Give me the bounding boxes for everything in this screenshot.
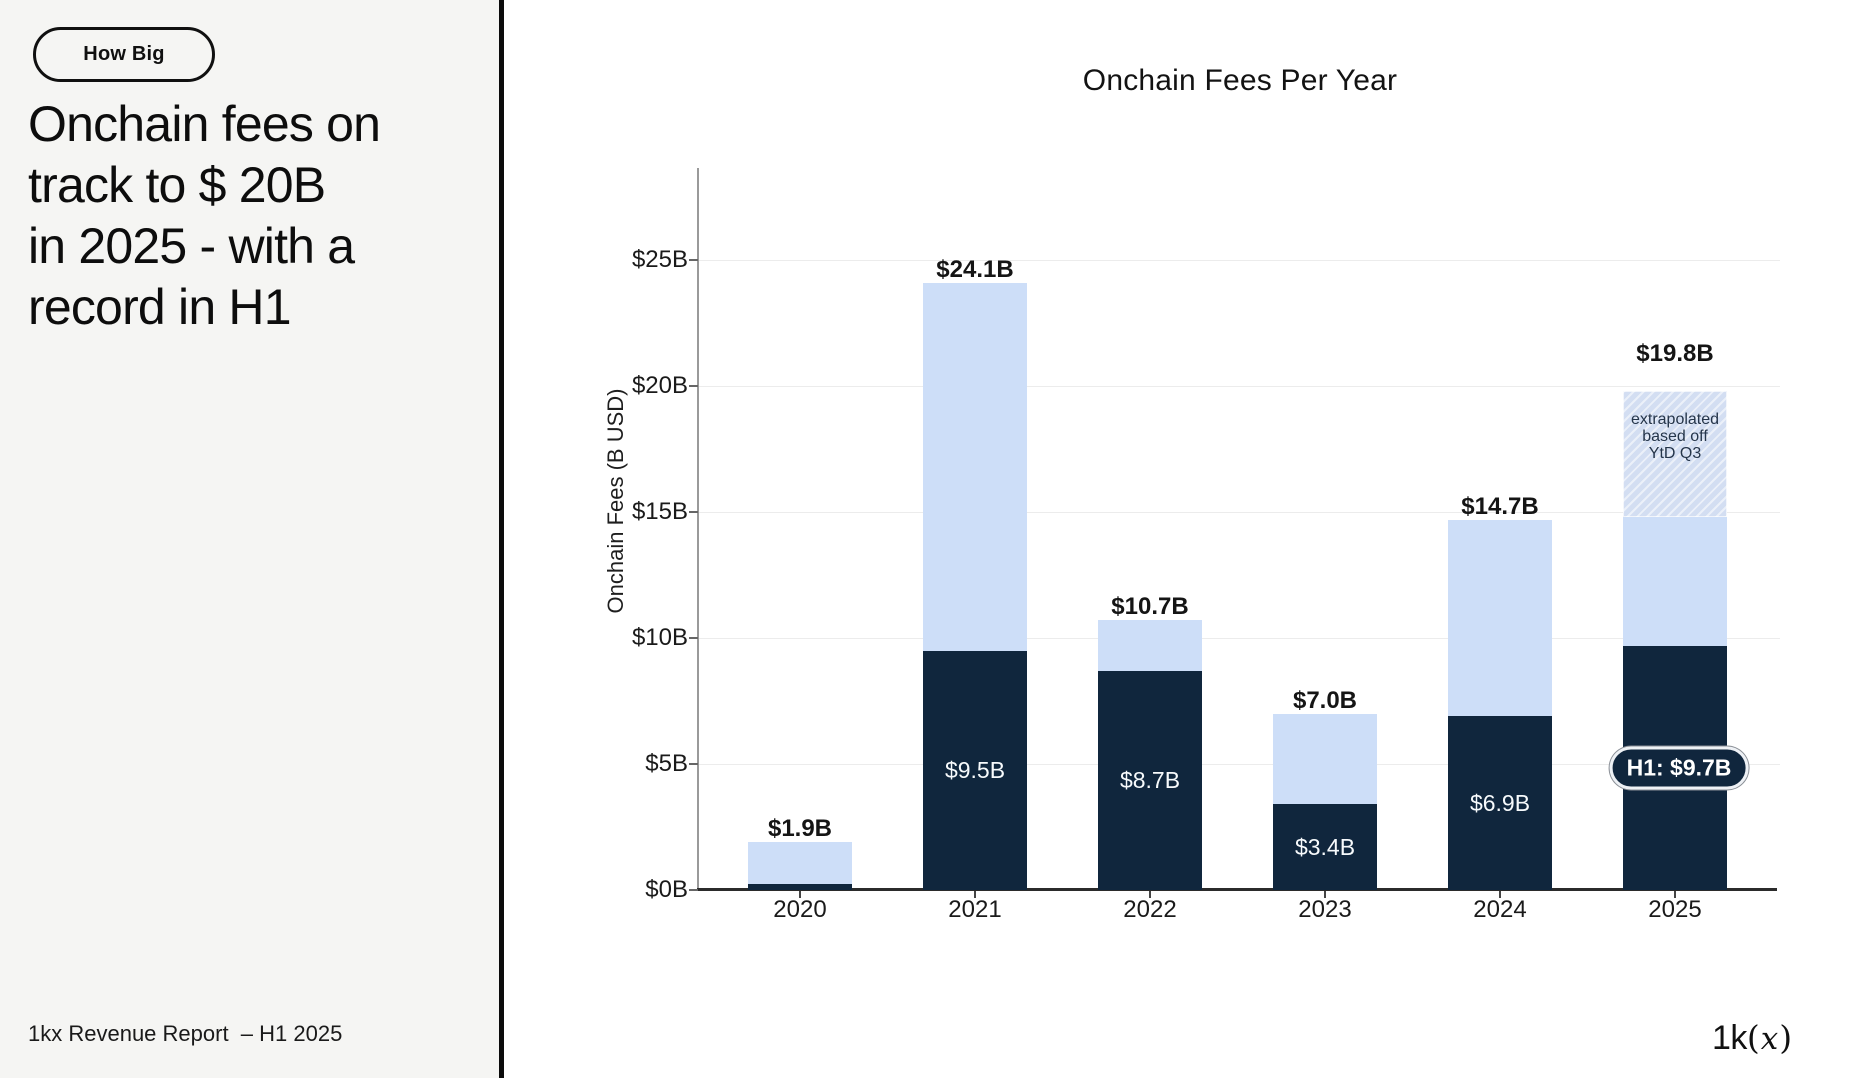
- y-tick-mark-0B: [689, 889, 698, 891]
- logo-1k: 1k: [1712, 1019, 1747, 1057]
- bar-total-label-2023: $7.0B: [1292, 686, 1358, 714]
- vertical-divider: [499, 0, 504, 1078]
- y-tick-mark-20B: [689, 385, 698, 387]
- section-tag-pill: How Big: [33, 27, 215, 82]
- bar-h1-label-2024: $6.9B: [1469, 790, 1531, 817]
- x-tick-mark-2021: [974, 891, 976, 898]
- x-tick-mark-2023: [1324, 891, 1326, 898]
- bar-segment-h2-2025: [1623, 517, 1727, 646]
- y-tick-label-5B: $5B: [645, 750, 688, 777]
- x-tick-label-2020: 2020: [773, 896, 827, 923]
- x-tick-mark-2020: [799, 891, 801, 898]
- gridline-15B: [699, 512, 1780, 513]
- x-tick-label-2023: 2023: [1298, 896, 1352, 923]
- gridline-10B: [699, 638, 1780, 639]
- company-logo: 1k(x): [1712, 1018, 1792, 1058]
- chart-title: Onchain Fees Per Year: [1082, 64, 1398, 97]
- y-tick-label-0B: $0B: [645, 876, 688, 903]
- bar-total-label-2022: $10.7B: [1111, 593, 1189, 621]
- x-tick-label-2025: 2025: [1648, 896, 1702, 923]
- y-tick-label-15B: $15B: [631, 498, 688, 525]
- bar-segment-h1-2021: [923, 650, 1027, 890]
- x-tick-mark-2025: [1674, 891, 1676, 898]
- bar-segment-h2-2021: [923, 282, 1027, 651]
- logo-paren-open: (: [1746, 1018, 1760, 1057]
- bar-total-label-2020: $1.9B: [767, 815, 833, 843]
- bar-segment-h2-2023: [1273, 713, 1377, 805]
- bar-segment-h1-2024: [1448, 716, 1552, 890]
- bar-segment-h2-2020: [748, 842, 852, 884]
- bar-h1-label-2021: $9.5B: [944, 757, 1006, 784]
- bar-segment-h1-2023: [1273, 804, 1377, 890]
- x-tick-label-2024: 2024: [1473, 896, 1527, 923]
- h1-value-pill: H1: $9.7B: [1609, 746, 1749, 790]
- y-tick-label-10B: $10B: [631, 624, 688, 651]
- x-axis-line: [697, 888, 1777, 891]
- bar-h1-label-2022: $8.7B: [1119, 767, 1181, 794]
- bar-segment-h2-2022: [1098, 620, 1202, 671]
- bar-segment-h1-2020: [748, 883, 852, 890]
- bar-h1-label-2023: $3.4B: [1294, 834, 1356, 861]
- sidebar: How Big Onchain fees on track to $ 20B i…: [0, 0, 499, 1078]
- y-tick-mark-15B: [689, 511, 698, 513]
- gridline-5B: [699, 764, 1780, 765]
- logo-x: x: [1760, 1021, 1779, 1057]
- section-tag-label: How Big: [83, 43, 165, 65]
- y-tick-mark-10B: [689, 637, 698, 639]
- bar-total-label-2025: $19.8B: [1636, 340, 1714, 368]
- bar-total-label-2024: $14.7B: [1461, 492, 1539, 520]
- gridline-25B: [699, 260, 1780, 261]
- bar-total-label-2021: $24.1B: [936, 255, 1014, 283]
- y-tick-label-20B: $20B: [631, 372, 688, 399]
- logo-paren-close: ): [1779, 1018, 1793, 1057]
- slide-headline: Onchain fees on track to $ 20B in 2025 -…: [28, 96, 381, 335]
- bar-segment-h2-2024: [1448, 519, 1552, 717]
- x-tick-mark-2024: [1499, 891, 1501, 898]
- y-axis-spine: [697, 168, 699, 890]
- x-tick-label-2021: 2021: [948, 896, 1002, 923]
- bar-segment-h1-2022: [1098, 670, 1202, 890]
- gridline-20B: [699, 386, 1780, 387]
- extrapolation-annotation: extrapolated based off YtD Q3: [1630, 411, 1720, 463]
- bar-segment-extrapolated-2025: extrapolated based off YtD Q3: [1623, 391, 1727, 518]
- report-footer: 1kx Revenue Report – H1 2025: [28, 1021, 343, 1046]
- x-tick-mark-2022: [1149, 891, 1151, 898]
- y-tick-mark-5B: [689, 763, 698, 765]
- y-tick-mark-25B: [689, 259, 698, 261]
- y-tick-label-25B: $25B: [631, 246, 688, 273]
- x-tick-label-2022: 2022: [1123, 896, 1177, 923]
